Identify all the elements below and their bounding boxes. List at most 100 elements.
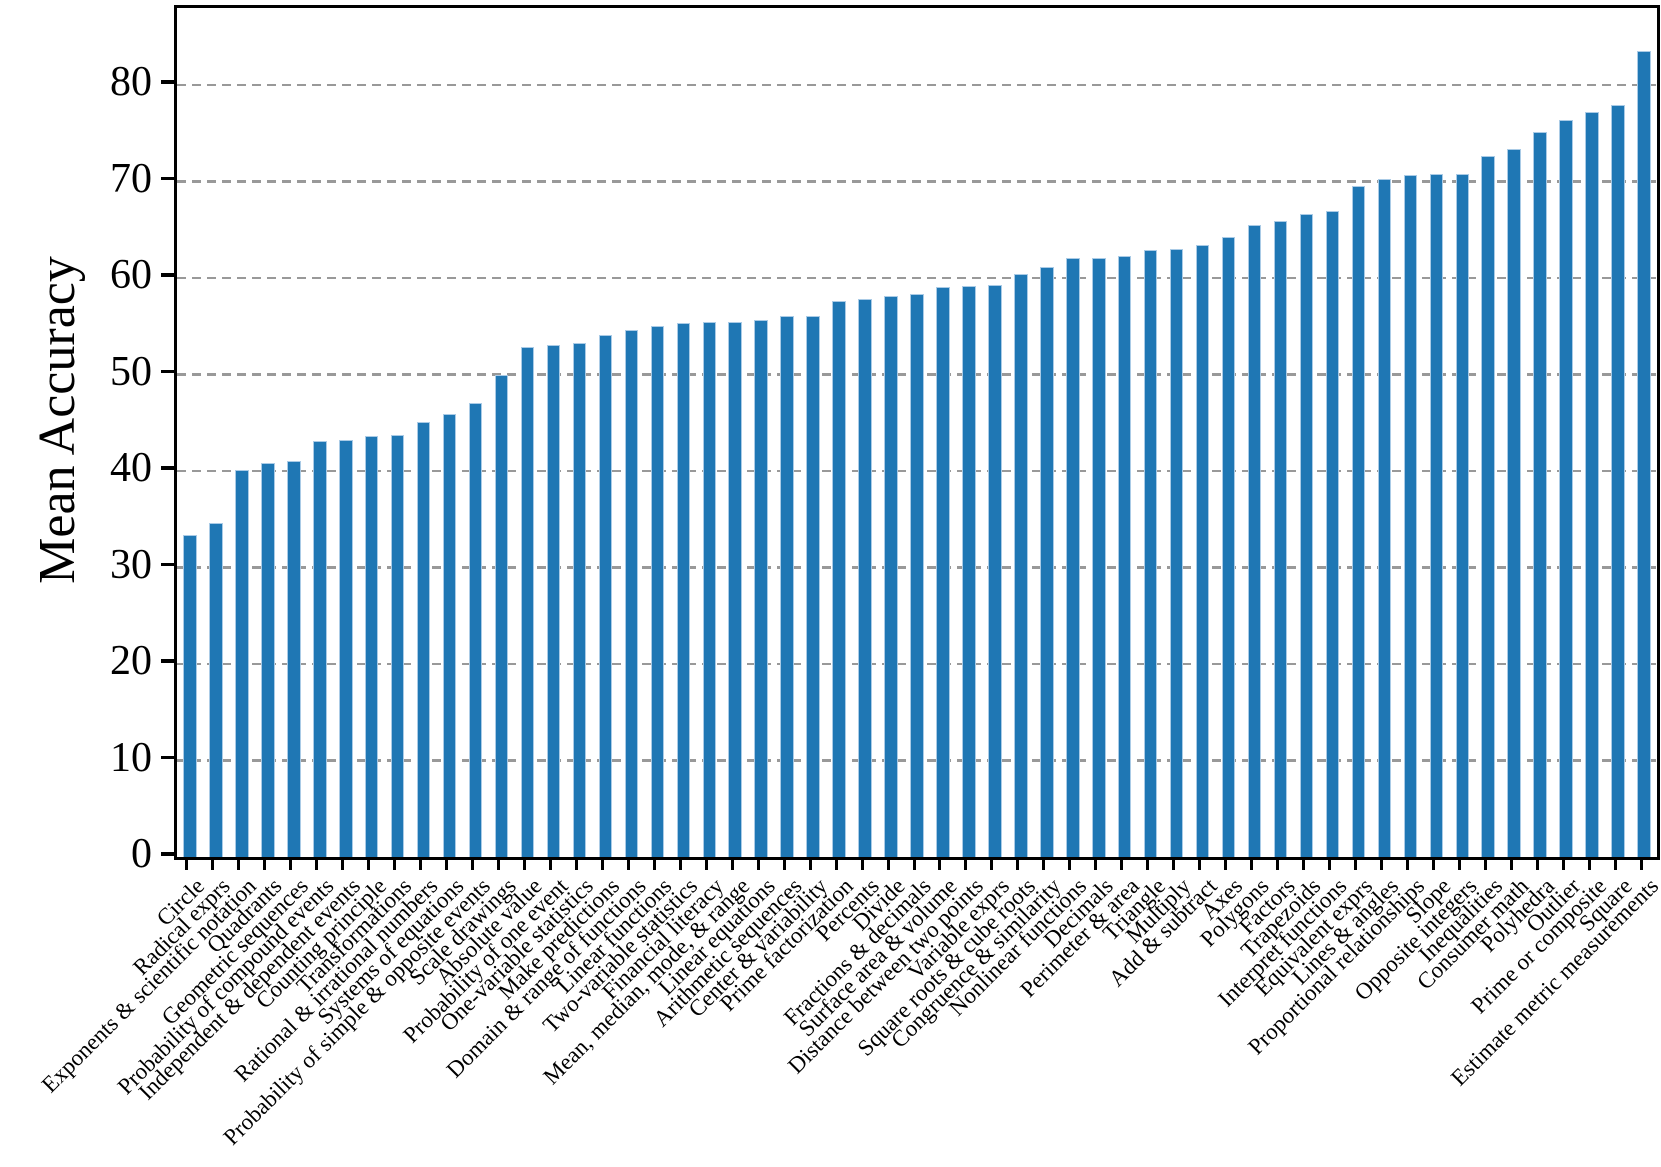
bar — [1429, 173, 1444, 857]
bar — [1040, 266, 1054, 857]
x-tick-mark — [756, 857, 760, 870]
bar — [702, 321, 717, 857]
x-tick-mark — [1431, 857, 1435, 870]
y-tick-mark-80 — [161, 80, 174, 84]
x-tick-mark — [185, 857, 189, 870]
y-tick-label-70: 70 — [110, 155, 152, 202]
gridline-60 — [177, 276, 1657, 280]
x-tick-mark — [990, 857, 994, 870]
x-tick-mark — [341, 857, 345, 870]
bar — [1169, 249, 1184, 857]
bar — [780, 315, 794, 857]
x-tick-mark — [1561, 857, 1565, 870]
bar — [1247, 225, 1262, 857]
bar — [390, 435, 405, 857]
bar — [546, 344, 561, 857]
bar — [1351, 185, 1366, 857]
y-tick-label-30: 30 — [110, 541, 152, 588]
y-tick-label-40: 40 — [110, 445, 152, 492]
x-tick-mark — [1146, 857, 1150, 870]
bar — [858, 299, 872, 857]
x-tick-mark — [1172, 857, 1176, 870]
bar — [287, 461, 301, 857]
bar — [1221, 236, 1236, 857]
y-tick-label-80: 80 — [110, 59, 152, 106]
x-tick-mark — [1042, 857, 1046, 870]
y-tick-mark-50 — [161, 369, 174, 374]
x-tick-mark — [1120, 857, 1124, 870]
bar — [1637, 51, 1651, 857]
bar — [261, 463, 275, 857]
bar — [1299, 213, 1314, 857]
bar — [728, 321, 742, 857]
bar — [676, 323, 691, 857]
x-tick-mark — [1198, 857, 1202, 870]
x-tick-mark — [704, 857, 708, 870]
x-tick-mark — [1483, 857, 1487, 870]
x-tick-mark — [1224, 857, 1228, 870]
bar — [1455, 173, 1469, 857]
bar — [339, 440, 353, 857]
bar — [598, 335, 613, 857]
bar — [832, 301, 846, 857]
y-tick-mark-40 — [161, 466, 174, 470]
bar — [988, 284, 1002, 857]
y-tick-label-20: 20 — [110, 638, 152, 685]
x-tick-mark — [782, 857, 786, 870]
bar — [1533, 132, 1547, 857]
x-tick-mark — [1379, 857, 1383, 870]
y-tick-mark-20 — [161, 659, 174, 663]
x-tick-mark — [1250, 857, 1254, 870]
y-tick-mark-0 — [161, 852, 174, 856]
bar — [624, 330, 639, 857]
bar — [936, 286, 950, 857]
x-tick-mark — [1094, 857, 1098, 870]
x-tick-mark — [523, 857, 527, 870]
bar — [1066, 257, 1080, 857]
x-tick-mark — [1353, 857, 1357, 870]
bar — [1481, 155, 1495, 857]
bar — [1403, 174, 1418, 857]
bar — [1014, 274, 1028, 857]
x-tick-mark — [367, 857, 371, 870]
bar — [1092, 257, 1106, 857]
x-tick-mark — [652, 857, 656, 870]
x-tick-mark — [497, 857, 501, 870]
bar — [1611, 105, 1625, 857]
bar — [183, 534, 197, 857]
x-tick-mark — [938, 857, 942, 870]
x-tick-mark — [1457, 857, 1461, 870]
gridline-80 — [177, 83, 1657, 87]
y-tick-mark-70 — [161, 176, 174, 181]
x-tick-mark — [964, 857, 968, 870]
x-tick-mark — [730, 857, 734, 870]
x-tick-mark — [1068, 857, 1072, 870]
bar — [572, 342, 587, 857]
bar — [1559, 119, 1573, 857]
bar — [364, 436, 379, 857]
x-tick-mark — [211, 857, 215, 870]
bar — [884, 296, 898, 857]
bar — [1377, 178, 1392, 857]
bar — [1273, 221, 1288, 857]
x-tick-mark — [912, 857, 916, 870]
x-tick-mark — [678, 857, 682, 870]
bar — [416, 421, 431, 857]
x-tick-mark — [834, 857, 838, 870]
y-tick-mark-30 — [161, 562, 174, 567]
x-tick-mark — [1327, 857, 1331, 870]
bar — [1117, 255, 1132, 857]
bar — [754, 319, 768, 857]
x-tick-mark — [574, 857, 578, 870]
y-tick-label-10: 10 — [110, 734, 152, 781]
bar — [494, 374, 509, 857]
gridline-70 — [177, 180, 1657, 183]
bar — [235, 470, 249, 857]
x-tick-mark — [1535, 857, 1539, 870]
x-tick-mark — [1613, 857, 1617, 870]
bar — [1507, 148, 1521, 857]
bar — [806, 315, 820, 857]
bar — [1585, 112, 1599, 857]
x-tick-mark — [1016, 857, 1020, 870]
